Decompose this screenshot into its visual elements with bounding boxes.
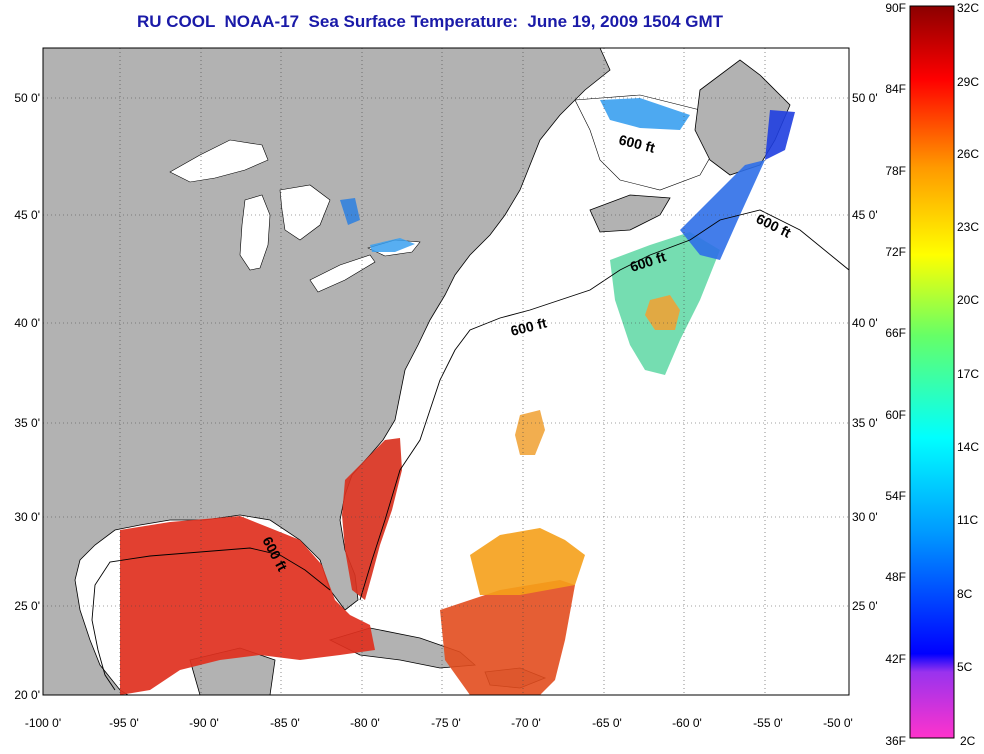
colorbar-label-c: 5C bbox=[957, 660, 973, 674]
lat-label: 50 0' bbox=[852, 91, 878, 105]
sst-scotian-shelf bbox=[680, 160, 765, 260]
colorbar-label-f: 66F bbox=[885, 326, 906, 340]
colorbar-label-f: 78F bbox=[885, 164, 906, 178]
lake-michigan bbox=[239, 194, 271, 271]
lon-label: -90 0' bbox=[189, 716, 219, 730]
colorbar-label-c: 2C bbox=[960, 734, 976, 748]
lat-label: 40 0' bbox=[14, 316, 40, 330]
lon-label: -80 0' bbox=[350, 716, 380, 730]
sst-gulf-of-mexico bbox=[120, 516, 375, 695]
lon-label: -50 0' bbox=[823, 716, 853, 730]
colorbar-label-f: 84F bbox=[885, 82, 906, 96]
colorbar-label-c: 8C bbox=[957, 587, 973, 601]
lake-superior bbox=[169, 139, 269, 183]
colorbar-label-c: 20C bbox=[957, 293, 979, 307]
sst-lake-erie bbox=[370, 238, 415, 252]
lon-label: -100 0' bbox=[25, 716, 61, 730]
lat-label: 20 0' bbox=[14, 688, 40, 702]
sst-warm-eddy bbox=[645, 295, 680, 330]
lat-label: 30 0' bbox=[852, 510, 878, 524]
lon-label: -85 0' bbox=[270, 716, 300, 730]
colorbar-label-c: 11C bbox=[957, 513, 978, 527]
map-title: RU COOL NOAA-17 Sea Surface Temperature:… bbox=[136, 12, 724, 31]
lat-labels-left: 50 0' 45 0' 40 0' 35 0' 30 0' 25 0' 20 0… bbox=[14, 91, 40, 702]
colorbar-label-f: 60F bbox=[885, 408, 906, 422]
lon-label: -55 0' bbox=[753, 716, 783, 730]
colorbar-label-f: 42F bbox=[885, 652, 906, 666]
lat-label: 45 0' bbox=[852, 208, 878, 222]
colorbar-label-c: 26C bbox=[957, 147, 979, 161]
colorbar-label-f: 90F bbox=[885, 1, 906, 15]
lat-label: 30 0' bbox=[14, 510, 40, 524]
colorbar-label-c: 32C bbox=[957, 1, 979, 15]
sst-newfoundland-cold bbox=[765, 110, 795, 160]
colorbar-label-c: 23C bbox=[957, 220, 979, 234]
colorbar-label-c: 17C bbox=[957, 367, 979, 381]
land-north-america bbox=[43, 48, 611, 695]
lon-label: -75 0' bbox=[431, 716, 461, 730]
lon-labels: -100 0' -95 0' -90 0' -85 0' -80 0' -75 … bbox=[25, 716, 853, 730]
isobath-600ft-atlantic bbox=[359, 209, 849, 601]
sst-gulf-stream-se bbox=[342, 438, 402, 600]
colorbar-label-f: 54F bbox=[885, 489, 906, 503]
colorbar-label-c: 29C bbox=[957, 75, 979, 89]
lon-label: -65 0' bbox=[592, 716, 622, 730]
lake-huron bbox=[279, 184, 331, 241]
lat-label: 25 0' bbox=[14, 599, 40, 613]
lat-label: 40 0' bbox=[852, 316, 878, 330]
lat-label: 50 0' bbox=[14, 91, 40, 105]
sst-bahamas bbox=[440, 580, 575, 695]
lat-label: 25 0' bbox=[852, 599, 878, 613]
colorbar-label-f: 72F bbox=[885, 245, 906, 259]
lat-label: 35 0' bbox=[852, 416, 878, 430]
lat-label: 35 0' bbox=[14, 416, 40, 430]
colorbar-label-c: 14C bbox=[957, 440, 979, 454]
lat-label: 45 0' bbox=[14, 208, 40, 222]
sst-great-lakes bbox=[340, 198, 360, 225]
sst-sargasso-warm bbox=[470, 528, 585, 595]
lon-label: -60 0' bbox=[672, 716, 702, 730]
lon-label: -70 0' bbox=[511, 716, 541, 730]
colorbar-label-f: 36F bbox=[885, 734, 906, 748]
colorbar-label-f: 48F bbox=[885, 570, 906, 584]
color-bar-gradient bbox=[909, 5, 955, 739]
lake-erie bbox=[309, 254, 376, 293]
lon-label: -95 0' bbox=[109, 716, 139, 730]
sst-st-lawrence-cold bbox=[600, 98, 690, 130]
color-bar: 90F 84F 78F 72F 66F 60F 54F 48F 42F 36F … bbox=[885, 1, 979, 748]
sst-offshore-patch bbox=[515, 410, 545, 455]
isobath-600ft-gulf bbox=[91, 547, 331, 691]
lat-labels-right: 50 0' 45 0' 40 0' 35 0' 30 0' 25 0' bbox=[852, 91, 878, 613]
plot-frame bbox=[42, 47, 850, 696]
